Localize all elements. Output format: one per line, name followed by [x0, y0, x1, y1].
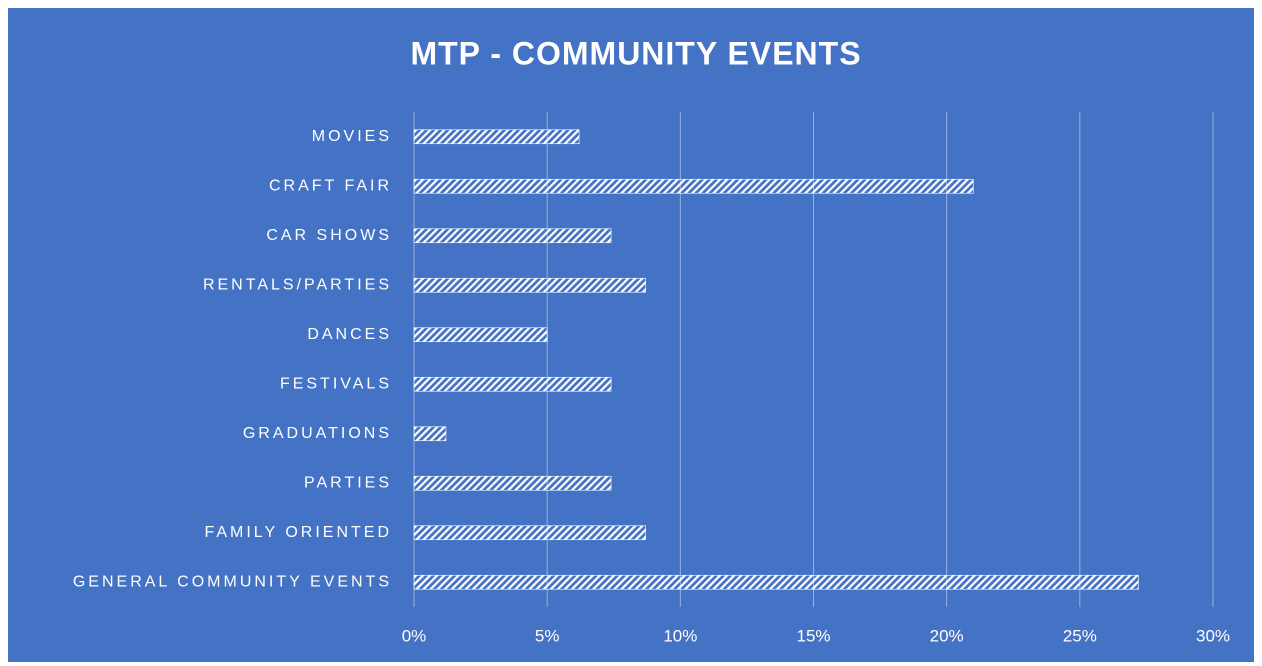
bar	[413, 228, 612, 244]
bar	[413, 426, 447, 442]
y-tick-label: MOVIES	[312, 128, 392, 145]
bar	[413, 574, 1139, 590]
x-tick-label: 25%	[1063, 626, 1097, 645]
y-tick-label: GENERAL COMMUNITY EVENTS	[73, 573, 392, 590]
bar	[413, 277, 647, 293]
x-tick-label: 0%	[402, 626, 427, 645]
y-tick-label: CRAFT FAIR	[269, 177, 392, 194]
x-tick-label: 30%	[1196, 626, 1230, 645]
y-tick-label: DANCES	[307, 326, 392, 343]
chart-title: MTP - COMMUNITY EVENTS	[410, 35, 861, 71]
y-tick-label: CAR SHOWS	[266, 227, 392, 244]
bar	[413, 475, 612, 491]
x-tick-label: 5%	[535, 626, 560, 645]
x-tick-label: 15%	[796, 626, 830, 645]
bar	[413, 129, 580, 145]
y-tick-label: FAMILY ORIENTED	[204, 524, 392, 541]
x-tick-label: 10%	[663, 626, 697, 645]
y-tick-label: FESTIVALS	[280, 375, 392, 392]
bar	[413, 178, 974, 194]
bar	[413, 376, 612, 392]
x-tick-label: 20%	[930, 626, 964, 645]
chart-background	[8, 8, 1254, 662]
y-tick-label: PARTIES	[304, 474, 392, 491]
y-tick-label: GRADUATIONS	[243, 425, 392, 442]
y-tick-label: RENTALS/PARTIES	[203, 276, 392, 293]
bar	[413, 327, 548, 343]
bar	[413, 525, 647, 541]
